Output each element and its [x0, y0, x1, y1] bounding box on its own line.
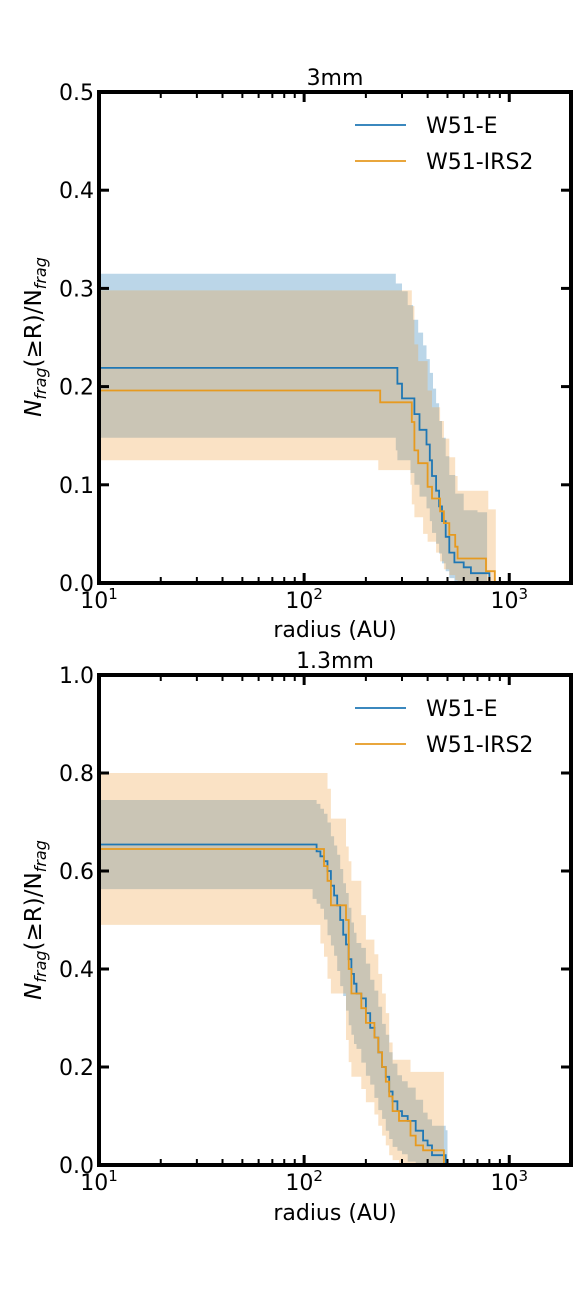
band-w51-irs2 — [99, 773, 444, 1165]
x-tick-label: 102 — [285, 1167, 323, 1196]
y-tick-label: 0.4 — [59, 958, 94, 983]
band-w51-irs2 — [99, 290, 496, 583]
series-lines — [99, 843, 447, 1165]
legend: W51-E W51-IRS2 — [355, 697, 533, 758]
legend-label: W51-IRS2 — [426, 733, 533, 758]
x-tick-label: 101 — [80, 1167, 118, 1196]
y-tick-label: 0.2 — [59, 1056, 94, 1081]
legend-label: W51-E — [426, 114, 498, 139]
band-w51-e — [99, 800, 448, 1165]
legend: W51-E W51-IRS2 — [355, 114, 533, 175]
x-tick-label: 103 — [490, 585, 528, 614]
y-axis-label: Nfrag(≥R)/Nfrag — [21, 840, 50, 1000]
x-tick-label: 101 — [80, 585, 118, 614]
y-tick-label: 0.2 — [59, 376, 94, 401]
x-tick-label: 103 — [490, 1167, 528, 1196]
legend-label: W51-E — [426, 697, 498, 722]
y-tick-label: 0.6 — [59, 860, 94, 885]
legend-label: W51-IRS2 — [426, 150, 533, 175]
uncertainty-bands — [99, 773, 448, 1165]
y-tick-label: 0.8 — [59, 762, 94, 787]
chart-title: 3mm — [307, 66, 364, 91]
x-axis-label: radius (AU) — [273, 1201, 396, 1226]
plot-frame — [97, 673, 573, 1167]
band-w51-e — [99, 273, 490, 583]
y-tick-label: 0.1 — [59, 474, 94, 499]
y-axis-label: Nfrag(≥R)/Nfrag — [21, 257, 50, 417]
chart-title: 1.3mm — [296, 649, 374, 674]
svg-text:Nfrag(≥R)/Nfrag: Nfrag(≥R)/Nfrag — [21, 257, 50, 417]
axis-ticks: 0.0 0.2 0.4 0.6 0.8 1.0 101 102 103 — [59, 664, 572, 1196]
y-tick-label: 0.0 — [59, 572, 94, 597]
series-line-w51-e — [99, 367, 491, 583]
series-lines — [99, 367, 496, 583]
y-tick-label: 0.4 — [59, 179, 94, 204]
y-tick-label: 0.3 — [59, 277, 94, 302]
series-line-w51-irs2 — [99, 848, 445, 1165]
uncertainty-bands — [99, 273, 496, 583]
svg-text:Nfrag(≥R)/Nfrag: Nfrag(≥R)/Nfrag — [21, 840, 50, 1000]
x-tick-label: 102 — [285, 585, 323, 614]
axis-ticks: 0.0 0.1 0.2 0.3 0.4 0.5 101 102 103 — [59, 81, 572, 614]
series-line-w51-irs2 — [99, 389, 496, 583]
plot-frame — [97, 90, 573, 585]
x-axis-label: radius (AU) — [273, 618, 396, 643]
y-tick-label: 1.0 — [59, 664, 94, 689]
y-tick-label: 0.0 — [59, 1154, 94, 1179]
y-tick-label: 0.5 — [59, 81, 94, 106]
